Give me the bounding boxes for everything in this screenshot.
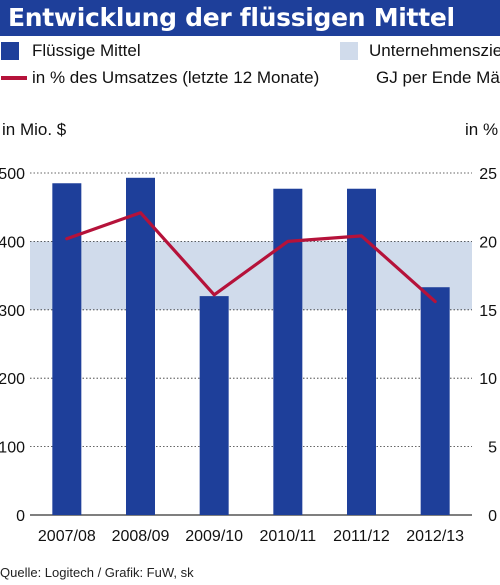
line-series: [65, 211, 437, 304]
bar-layer: [52, 177, 450, 515]
legend-line-label: in % des Umsatzes (letzte 12 Monate): [32, 68, 320, 87]
x-tick-label: 2008/09: [112, 528, 170, 545]
bar: [273, 188, 303, 515]
chart: 0 0 100 5 200 10 300 15 400 20 500 25 2007/08 2008/09…: [0, 166, 497, 545]
target-band: [30, 241, 472, 310]
right-tick-label: 25: [479, 166, 497, 183]
x-tick-label: 2007/08: [38, 528, 96, 545]
right-tick-label: 20: [479, 234, 497, 251]
left-axis-unit: in Mio. $: [2, 120, 67, 139]
legend-line-swatch: [1, 76, 27, 80]
left-tick-label: 0: [16, 508, 25, 525]
legend-bars-label: Flüssige Mittel: [32, 41, 141, 60]
right-axis-unit: in %: [465, 120, 499, 139]
legend-band-label-1: Unternehmensziel: [369, 41, 500, 60]
left-tick-label: 500: [0, 166, 25, 183]
bar: [126, 177, 155, 515]
x-tick-label: 2011/12: [333, 528, 390, 545]
x-tick-label: 2009/10: [185, 528, 243, 545]
bar: [199, 296, 229, 515]
right-tick-label: 5: [488, 440, 497, 457]
left-tick-label: 300: [0, 303, 25, 320]
chart-title: Entwicklung der flüssigen Mittel: [8, 3, 455, 32]
legend-band-label-2: GJ per Ende März: [376, 68, 500, 87]
right-tick-label: 0: [488, 508, 497, 525]
left-tick-label: 400: [0, 234, 25, 251]
right-tick-label: 15: [479, 303, 497, 320]
right-tick-label: 10: [479, 371, 497, 388]
bar: [52, 183, 82, 515]
x-tick-label: 2012/13: [406, 528, 464, 545]
line-layer: [65, 211, 437, 304]
target-band-layer: [30, 241, 472, 310]
legend-band-swatch: [340, 42, 358, 60]
legend-bar-swatch: [1, 42, 19, 60]
bar: [420, 287, 450, 515]
grid-layer: [30, 172, 472, 516]
left-tick-label: 200: [0, 371, 25, 388]
title-bar: Entwicklung der flüssigen Mittel: [0, 0, 500, 36]
source-note: Quelle: Logitech / Grafik: FuW, sk: [0, 565, 194, 580]
tick-layer: 0 0 100 5 200 10 300 15 400 20 500 25 2007/08 2008/09…: [0, 166, 497, 545]
x-tick-label: 2010/11: [260, 528, 317, 545]
left-tick-label: 100: [0, 440, 25, 457]
